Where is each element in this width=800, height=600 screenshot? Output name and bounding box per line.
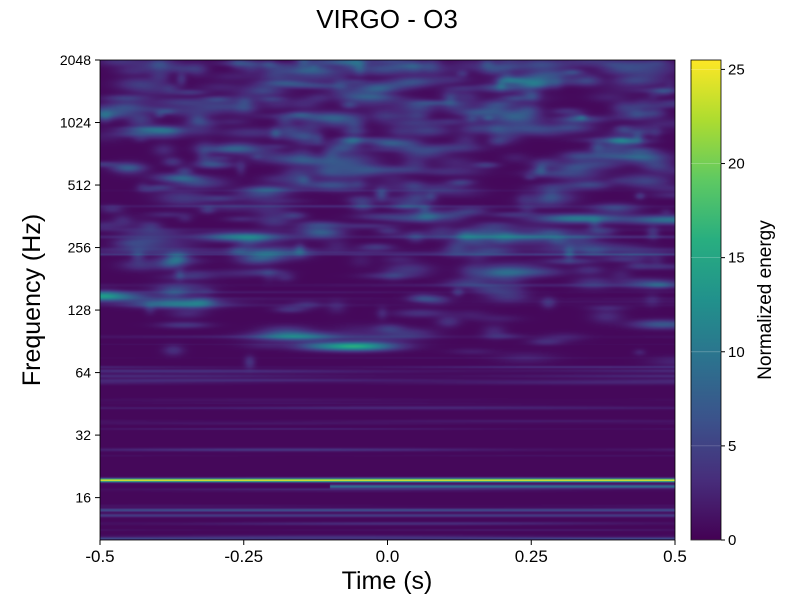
x-axis: -0.5 -0.25 0.0 0.25 0.5 bbox=[85, 540, 687, 566]
y-tick-label: 1024 bbox=[60, 115, 91, 131]
y-tick-label: 128 bbox=[68, 302, 92, 318]
x-tick-label: 0.25 bbox=[515, 547, 548, 566]
colorbar-tick-label: 0 bbox=[728, 532, 736, 549]
x-tick-label: -0.5 bbox=[85, 547, 114, 566]
colorbar-gradient bbox=[690, 59, 722, 541]
x-tick-label: -0.25 bbox=[224, 547, 263, 566]
y-axis: 16 32 64 128 256 512 1024 2048 bbox=[60, 52, 100, 506]
y-tick-label: 2048 bbox=[60, 52, 91, 68]
plot-area bbox=[99, 59, 676, 541]
x-tick-label: 0.5 bbox=[663, 547, 687, 566]
heatmap-image bbox=[100, 60, 675, 540]
y-tick-label: 256 bbox=[68, 240, 92, 256]
colorbar-ticks: 0 5 10 15 20 25 bbox=[691, 61, 745, 549]
colorbar-tick-label: 15 bbox=[728, 250, 745, 267]
colorbar-tick-label: 10 bbox=[728, 344, 745, 361]
y-tick-label: 16 bbox=[75, 490, 91, 506]
colorbar-label: Normalized energy bbox=[755, 220, 776, 380]
y-tick-label: 512 bbox=[68, 177, 92, 193]
colorbar-tick-label: 5 bbox=[728, 438, 736, 455]
x-axis-label: Time (s) bbox=[342, 567, 433, 595]
x-tick-label: 0.0 bbox=[376, 547, 400, 566]
colorbar-tick-label: 25 bbox=[728, 61, 745, 78]
colorbar: 0 5 10 15 20 25 Normalized energy bbox=[690, 59, 776, 549]
y-tick-label: 32 bbox=[75, 427, 91, 443]
colorbar-tick-label: 20 bbox=[728, 156, 745, 173]
y-tick-label: 64 bbox=[75, 365, 91, 381]
y-axis-label: Frequency (Hz) bbox=[18, 214, 46, 386]
chart-title: VIRGO - O3 bbox=[316, 4, 458, 34]
